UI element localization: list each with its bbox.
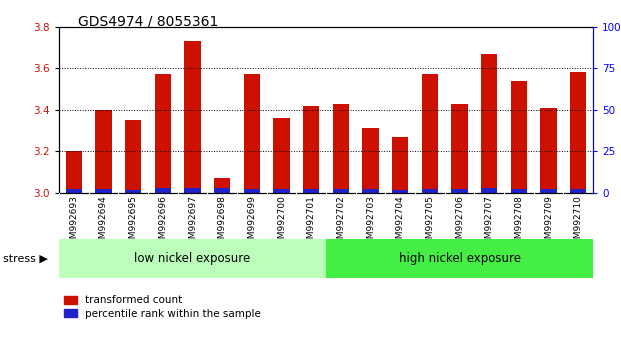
Bar xyxy=(214,188,230,193)
Text: GSM992706: GSM992706 xyxy=(455,195,464,250)
Text: GSM992699: GSM992699 xyxy=(247,195,256,250)
Text: low nickel exposure: low nickel exposure xyxy=(134,252,251,265)
Text: high nickel exposure: high nickel exposure xyxy=(399,252,520,265)
Bar xyxy=(214,178,230,193)
Bar xyxy=(66,189,82,193)
Bar xyxy=(303,189,319,193)
Bar xyxy=(422,74,438,193)
Text: GSM992709: GSM992709 xyxy=(544,195,553,250)
Bar xyxy=(363,189,379,193)
Text: GSM992693: GSM992693 xyxy=(70,195,78,250)
Bar xyxy=(273,189,289,193)
Text: GSM992710: GSM992710 xyxy=(574,195,582,250)
Text: GSM992701: GSM992701 xyxy=(307,195,315,250)
Text: GSM992705: GSM992705 xyxy=(425,195,434,250)
Bar xyxy=(540,108,556,193)
Bar xyxy=(422,189,438,193)
Text: GSM992708: GSM992708 xyxy=(514,195,524,250)
Bar xyxy=(243,189,260,193)
Bar xyxy=(184,41,201,193)
Text: GSM992696: GSM992696 xyxy=(158,195,167,250)
Bar xyxy=(363,129,379,193)
Bar xyxy=(273,118,289,193)
Bar xyxy=(392,137,409,193)
Bar xyxy=(326,239,593,278)
Text: GSM992695: GSM992695 xyxy=(129,195,138,250)
Bar xyxy=(125,120,142,193)
Text: GSM992707: GSM992707 xyxy=(485,195,494,250)
Bar xyxy=(451,189,468,193)
Bar xyxy=(481,53,497,193)
Bar xyxy=(540,189,556,193)
Bar xyxy=(570,189,586,193)
Bar xyxy=(96,110,112,193)
Bar xyxy=(481,188,497,193)
Bar xyxy=(125,190,142,193)
Bar xyxy=(96,189,112,193)
Bar xyxy=(184,188,201,193)
Text: GSM992698: GSM992698 xyxy=(218,195,227,250)
Text: GSM992700: GSM992700 xyxy=(277,195,286,250)
Bar xyxy=(392,190,409,193)
Bar xyxy=(333,189,349,193)
Bar xyxy=(59,239,326,278)
Bar xyxy=(451,103,468,193)
Bar xyxy=(333,103,349,193)
Text: GSM992702: GSM992702 xyxy=(337,195,345,250)
Legend: transformed count, percentile rank within the sample: transformed count, percentile rank withi… xyxy=(64,296,261,319)
Text: stress ▶: stress ▶ xyxy=(3,253,48,263)
Text: GSM992697: GSM992697 xyxy=(188,195,197,250)
Bar xyxy=(510,81,527,193)
Text: GSM992694: GSM992694 xyxy=(99,195,108,250)
Bar xyxy=(155,74,171,193)
Bar xyxy=(243,74,260,193)
Bar xyxy=(303,105,319,193)
Text: GSM992704: GSM992704 xyxy=(396,195,405,250)
Text: GDS4974 / 8055361: GDS4974 / 8055361 xyxy=(78,14,218,28)
Bar xyxy=(155,188,171,193)
Bar xyxy=(570,72,586,193)
Text: GSM992703: GSM992703 xyxy=(366,195,375,250)
Bar xyxy=(66,152,82,193)
Bar xyxy=(510,189,527,193)
